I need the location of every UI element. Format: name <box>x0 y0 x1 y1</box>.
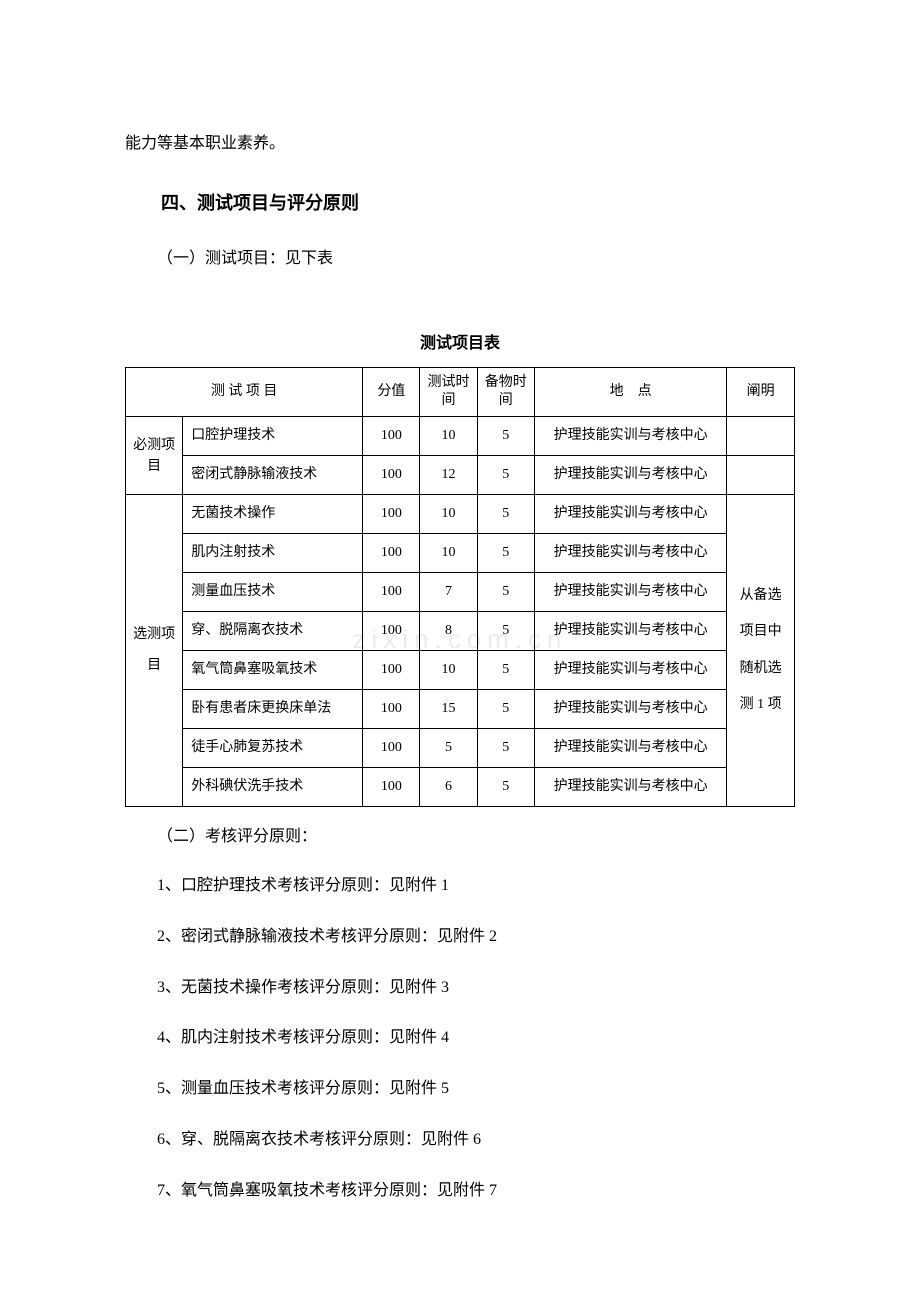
td-name: 穿、脱隔离衣技术 <box>183 612 363 651</box>
list-item: 6、穿、脱隔离衣技术考核评分原则：见附件 6 <box>125 1126 795 1155</box>
td-score: 100 <box>363 612 420 651</box>
td-location: 护理技能实训与考核中心 <box>534 690 726 729</box>
table-row: 徒手心肺复苏技术 100 5 5 护理技能实训与考核中心 <box>126 729 795 768</box>
table-row: 必测项目 口腔护理技术 100 10 5 护理技能实训与考核中心 <box>126 417 795 456</box>
subheading-2: （二）考核评分原则： <box>125 823 795 852</box>
table-row: 外科碘伏洗手技术 100 6 5 护理技能实训与考核中心 <box>126 768 795 807</box>
td-test-time: 10 <box>420 534 477 573</box>
td-score: 100 <box>363 534 420 573</box>
list-item: 7、氧气筒鼻塞吸氧技术考核评分原则：见附件 7 <box>125 1177 795 1206</box>
td-name: 肌内注射技术 <box>183 534 363 573</box>
td-prep-time: 5 <box>477 573 534 612</box>
document-page: 能力等基本职业素养。 四、测试项目与评分原则 （一）测试项目：见下表 测试项目表… <box>0 0 920 1288</box>
td-prep-time: 5 <box>477 456 534 495</box>
td-prep-time: 5 <box>477 690 534 729</box>
td-test-time: 7 <box>420 573 477 612</box>
td-score: 100 <box>363 495 420 534</box>
td-prep-time: 5 <box>477 768 534 807</box>
td-category: 选测项目 <box>126 495 183 807</box>
td-test-time: 12 <box>420 456 477 495</box>
table-row: 卧有患者床更换床单法 100 15 5 护理技能实训与考核中心 <box>126 690 795 729</box>
td-location: 护理技能实训与考核中心 <box>534 612 726 651</box>
continuation-line: 能力等基本职业素养。 <box>125 130 795 159</box>
td-test-time: 8 <box>420 612 477 651</box>
section-heading-4: 四、测试项目与评分原则 <box>125 187 795 219</box>
td-location: 护理技能实训与考核中心 <box>534 768 726 807</box>
list-item: 4、肌内注射技术考核评分原则：见附件 4 <box>125 1024 795 1053</box>
table-row: 氧气筒鼻塞吸氧技术 100 10 5 护理技能实训与考核中心 <box>126 651 795 690</box>
td-score: 100 <box>363 456 420 495</box>
table-row: 测量血压技术 100 7 5 护理技能实训与考核中心 <box>126 573 795 612</box>
td-name: 密闭式静脉输液技术 <box>183 456 363 495</box>
th-prep-time: 备物时间 <box>477 367 534 416</box>
table-header-row: 测 试 项 目 分值 测试时间 备物时间 地 点 阐明 <box>126 367 795 416</box>
td-location: 护理技能实训与考核中心 <box>534 534 726 573</box>
td-prep-time: 5 <box>477 612 534 651</box>
td-prep-time: 5 <box>477 417 534 456</box>
list-item: 2、密闭式静脉输液技术考核评分原则：见附件 2 <box>125 923 795 952</box>
td-note <box>727 417 795 456</box>
subheading-1: （一）测试项目：见下表 <box>125 245 795 274</box>
td-location: 护理技能实训与考核中心 <box>534 573 726 612</box>
td-category: 必测项目 <box>126 417 183 495</box>
list-item: 1、口腔护理技术考核评分原则：见附件 1 <box>125 872 795 901</box>
td-prep-time: 5 <box>477 534 534 573</box>
td-test-time: 5 <box>420 729 477 768</box>
td-score: 100 <box>363 768 420 807</box>
td-name: 氧气筒鼻塞吸氧技术 <box>183 651 363 690</box>
td-test-time: 6 <box>420 768 477 807</box>
th-test-time: 测试时间 <box>420 367 477 416</box>
td-test-time: 10 <box>420 417 477 456</box>
th-project: 测 试 项 目 <box>126 367 363 416</box>
td-name: 徒手心肺复苏技术 <box>183 729 363 768</box>
table-title: 测试项目表 <box>125 330 795 359</box>
td-test-time: 10 <box>420 651 477 690</box>
td-location: 护理技能实训与考核中心 <box>534 417 726 456</box>
td-location: 护理技能实训与考核中心 <box>534 495 726 534</box>
td-note <box>727 456 795 495</box>
table-row: 密闭式静脉输液技术 100 12 5 护理技能实训与考核中心 <box>126 456 795 495</box>
td-name: 测量血压技术 <box>183 573 363 612</box>
td-test-time: 10 <box>420 495 477 534</box>
td-location: 护理技能实训与考核中心 <box>534 651 726 690</box>
td-location: 护理技能实训与考核中心 <box>534 729 726 768</box>
criteria-list: 1、口腔护理技术考核评分原则：见附件 1 2、密闭式静脉输液技术考核评分原则：见… <box>125 872 795 1206</box>
td-prep-time: 5 <box>477 651 534 690</box>
td-prep-time: 5 <box>477 495 534 534</box>
td-location: 护理技能实训与考核中心 <box>534 456 726 495</box>
td-name: 卧有患者床更换床单法 <box>183 690 363 729</box>
td-test-time: 15 <box>420 690 477 729</box>
td-score: 100 <box>363 690 420 729</box>
list-item: 3、无菌技术操作考核评分原则：见附件 3 <box>125 974 795 1003</box>
test-items-table: 测 试 项 目 分值 测试时间 备物时间 地 点 阐明 必测项目 口腔护理技术 … <box>125 367 795 807</box>
td-score: 100 <box>363 417 420 456</box>
td-name: 无菌技术操作 <box>183 495 363 534</box>
td-name: 口腔护理技术 <box>183 417 363 456</box>
th-score: 分值 <box>363 367 420 416</box>
td-prep-time: 5 <box>477 729 534 768</box>
td-score: 100 <box>363 573 420 612</box>
td-name: 外科碘伏洗手技术 <box>183 768 363 807</box>
td-note-merged: 从备选项目中随机选测 1 项 <box>727 495 795 807</box>
td-score: 100 <box>363 729 420 768</box>
table-row: 穿、脱隔离衣技术 100 8 5 护理技能实训与考核中心 <box>126 612 795 651</box>
table-row: 肌内注射技术 100 10 5 护理技能实训与考核中心 <box>126 534 795 573</box>
table-row: 选测项目 无菌技术操作 100 10 5 护理技能实训与考核中心 从备选项目中随… <box>126 495 795 534</box>
td-score: 100 <box>363 651 420 690</box>
list-item: 5、测量血压技术考核评分原则：见附件 5 <box>125 1075 795 1104</box>
th-location: 地 点 <box>534 367 726 416</box>
th-note: 阐明 <box>727 367 795 416</box>
